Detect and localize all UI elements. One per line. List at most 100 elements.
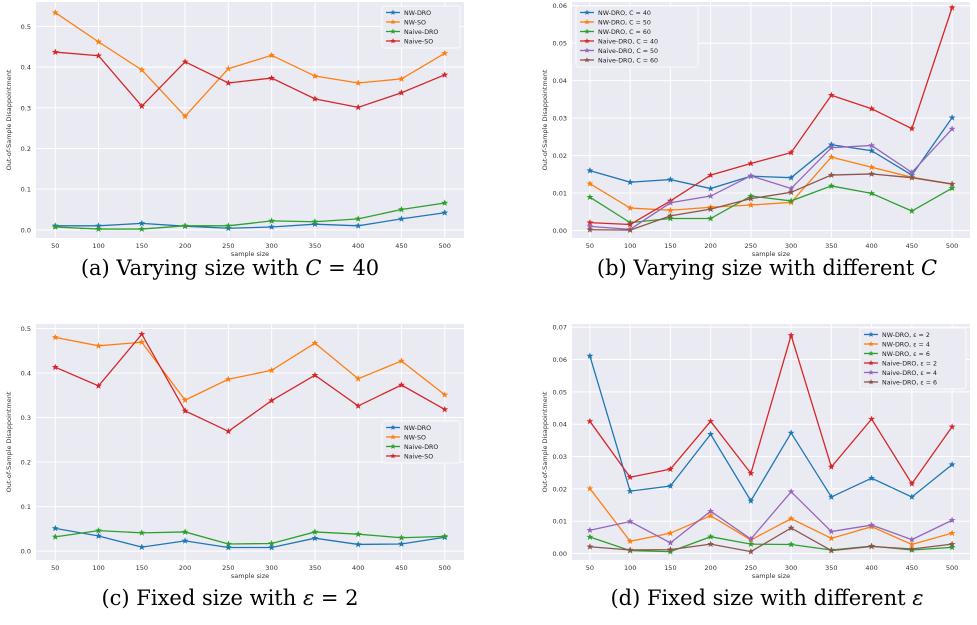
y-axis-label: Out-of-Sample Disappointment: [541, 391, 549, 492]
data-point: [398, 357, 405, 364]
legend: NW-DRO NW-SO Naive-DRO Naive-SO: [381, 420, 461, 464]
data-point: [868, 415, 876, 422]
data-point: [268, 543, 276, 551]
legend-marker: [868, 331, 874, 337]
data-point: [868, 170, 876, 177]
x-tick-label: 450: [395, 564, 407, 572]
x-tick-label: 150: [136, 564, 148, 572]
y-tick-label: 0.05: [553, 40, 567, 48]
y-tick-label: 0.1: [21, 186, 31, 194]
legend-marker: [584, 47, 590, 53]
y-axis-label: Out-of-Sample Disappointment: [5, 391, 13, 492]
y-tick-label: 0.04: [553, 421, 567, 429]
legend-marker: [868, 341, 874, 347]
legend-entry: NW-DRO, C = 50: [598, 19, 651, 26]
data-point: [868, 542, 876, 550]
data-point: [181, 112, 189, 120]
legend-entry: NW-DRO: [404, 10, 431, 17]
series-6: [586, 524, 956, 555]
data-point: [868, 163, 876, 171]
data-point: [908, 536, 916, 543]
x-tick-label: 500: [946, 242, 958, 250]
x-axis-label: sample size: [752, 250, 790, 258]
x-tick-label: 350: [825, 242, 837, 250]
data-point: [908, 545, 916, 552]
legend-entry: NW-DRO, ε = 2: [882, 332, 930, 339]
y-tick-label: 0.01: [553, 518, 567, 526]
data-point: [948, 125, 956, 132]
data-point: [666, 529, 674, 537]
data-point: [827, 534, 835, 542]
y-tick-label: 0.02: [553, 152, 567, 160]
data-point: [868, 521, 876, 528]
data-point: [95, 342, 102, 349]
data-point: [948, 543, 956, 551]
y-tick-label: 0.03: [553, 115, 567, 123]
data-point: [441, 532, 449, 540]
legend-entry: NW-SO: [404, 19, 426, 26]
legend-entry: Naive-SO: [404, 38, 433, 45]
data-point: [586, 193, 594, 201]
x-tick-label: 500: [946, 564, 958, 572]
y-tick-label: 0.4: [21, 369, 31, 377]
data-point: [666, 206, 674, 214]
data-point: [586, 543, 594, 550]
series-line: [55, 333, 446, 433]
x-axis-label: sample size: [231, 572, 269, 580]
data-point: [868, 189, 876, 197]
data-point: [586, 352, 594, 359]
legend-marker: [868, 369, 874, 375]
series-2: [586, 484, 956, 548]
data-point: [707, 171, 715, 178]
x-tick-label: 300: [265, 564, 277, 572]
data-point: [354, 222, 362, 229]
legend-box: [381, 420, 461, 464]
x-tick-label: 350: [309, 564, 321, 572]
series-2: [51, 333, 449, 404]
data-point: [747, 540, 755, 548]
data-point: [948, 461, 956, 468]
data-point: [95, 38, 102, 45]
data-point: [354, 103, 362, 111]
data-point: [311, 339, 319, 347]
data-point: [666, 546, 674, 553]
legend-entry: Naive-DRO, C = 50: [598, 48, 658, 55]
y-tick-label: 0.2: [21, 459, 31, 467]
x-tick-label: 450: [906, 564, 918, 572]
legend-marker: [868, 360, 874, 366]
data-point: [827, 547, 835, 554]
data-point: [666, 465, 674, 473]
legend-entry: Naive-DRO, C = 60: [598, 57, 658, 64]
data-point: [441, 405, 449, 413]
x-tick-label: 200: [179, 564, 191, 572]
legend-entry: NW-SO: [404, 434, 426, 441]
data-point: [948, 4, 956, 11]
data-point: [626, 220, 634, 228]
data-point: [51, 533, 59, 540]
x-tick-label: 300: [785, 564, 797, 572]
data-point: [747, 195, 755, 202]
data-point: [747, 535, 755, 542]
x-tick-label: 350: [309, 242, 321, 250]
data-point: [948, 529, 956, 537]
data-point: [948, 423, 956, 430]
y-tick-label: 0.02: [553, 485, 567, 493]
data-point: [827, 91, 835, 99]
data-point: [398, 215, 405, 222]
data-point: [586, 219, 594, 226]
data-point: [398, 534, 405, 541]
legend-marker: [390, 19, 396, 25]
data-point: [51, 48, 59, 55]
legend-box: [859, 327, 967, 390]
y-tick-label: 0.2: [21, 145, 31, 153]
data-point: [224, 224, 232, 232]
series-line: [589, 490, 953, 544]
data-point: [441, 199, 449, 206]
data-point: [626, 537, 634, 545]
legend-marker: [584, 19, 590, 25]
y-axis-label: Out-of-Sample Disappointment: [541, 69, 549, 170]
legend-marker: [390, 38, 396, 44]
series-line: [55, 51, 445, 109]
y-tick-label: 0.5: [21, 325, 31, 333]
legend-entry: NW-DRO, C = 60: [598, 29, 651, 36]
